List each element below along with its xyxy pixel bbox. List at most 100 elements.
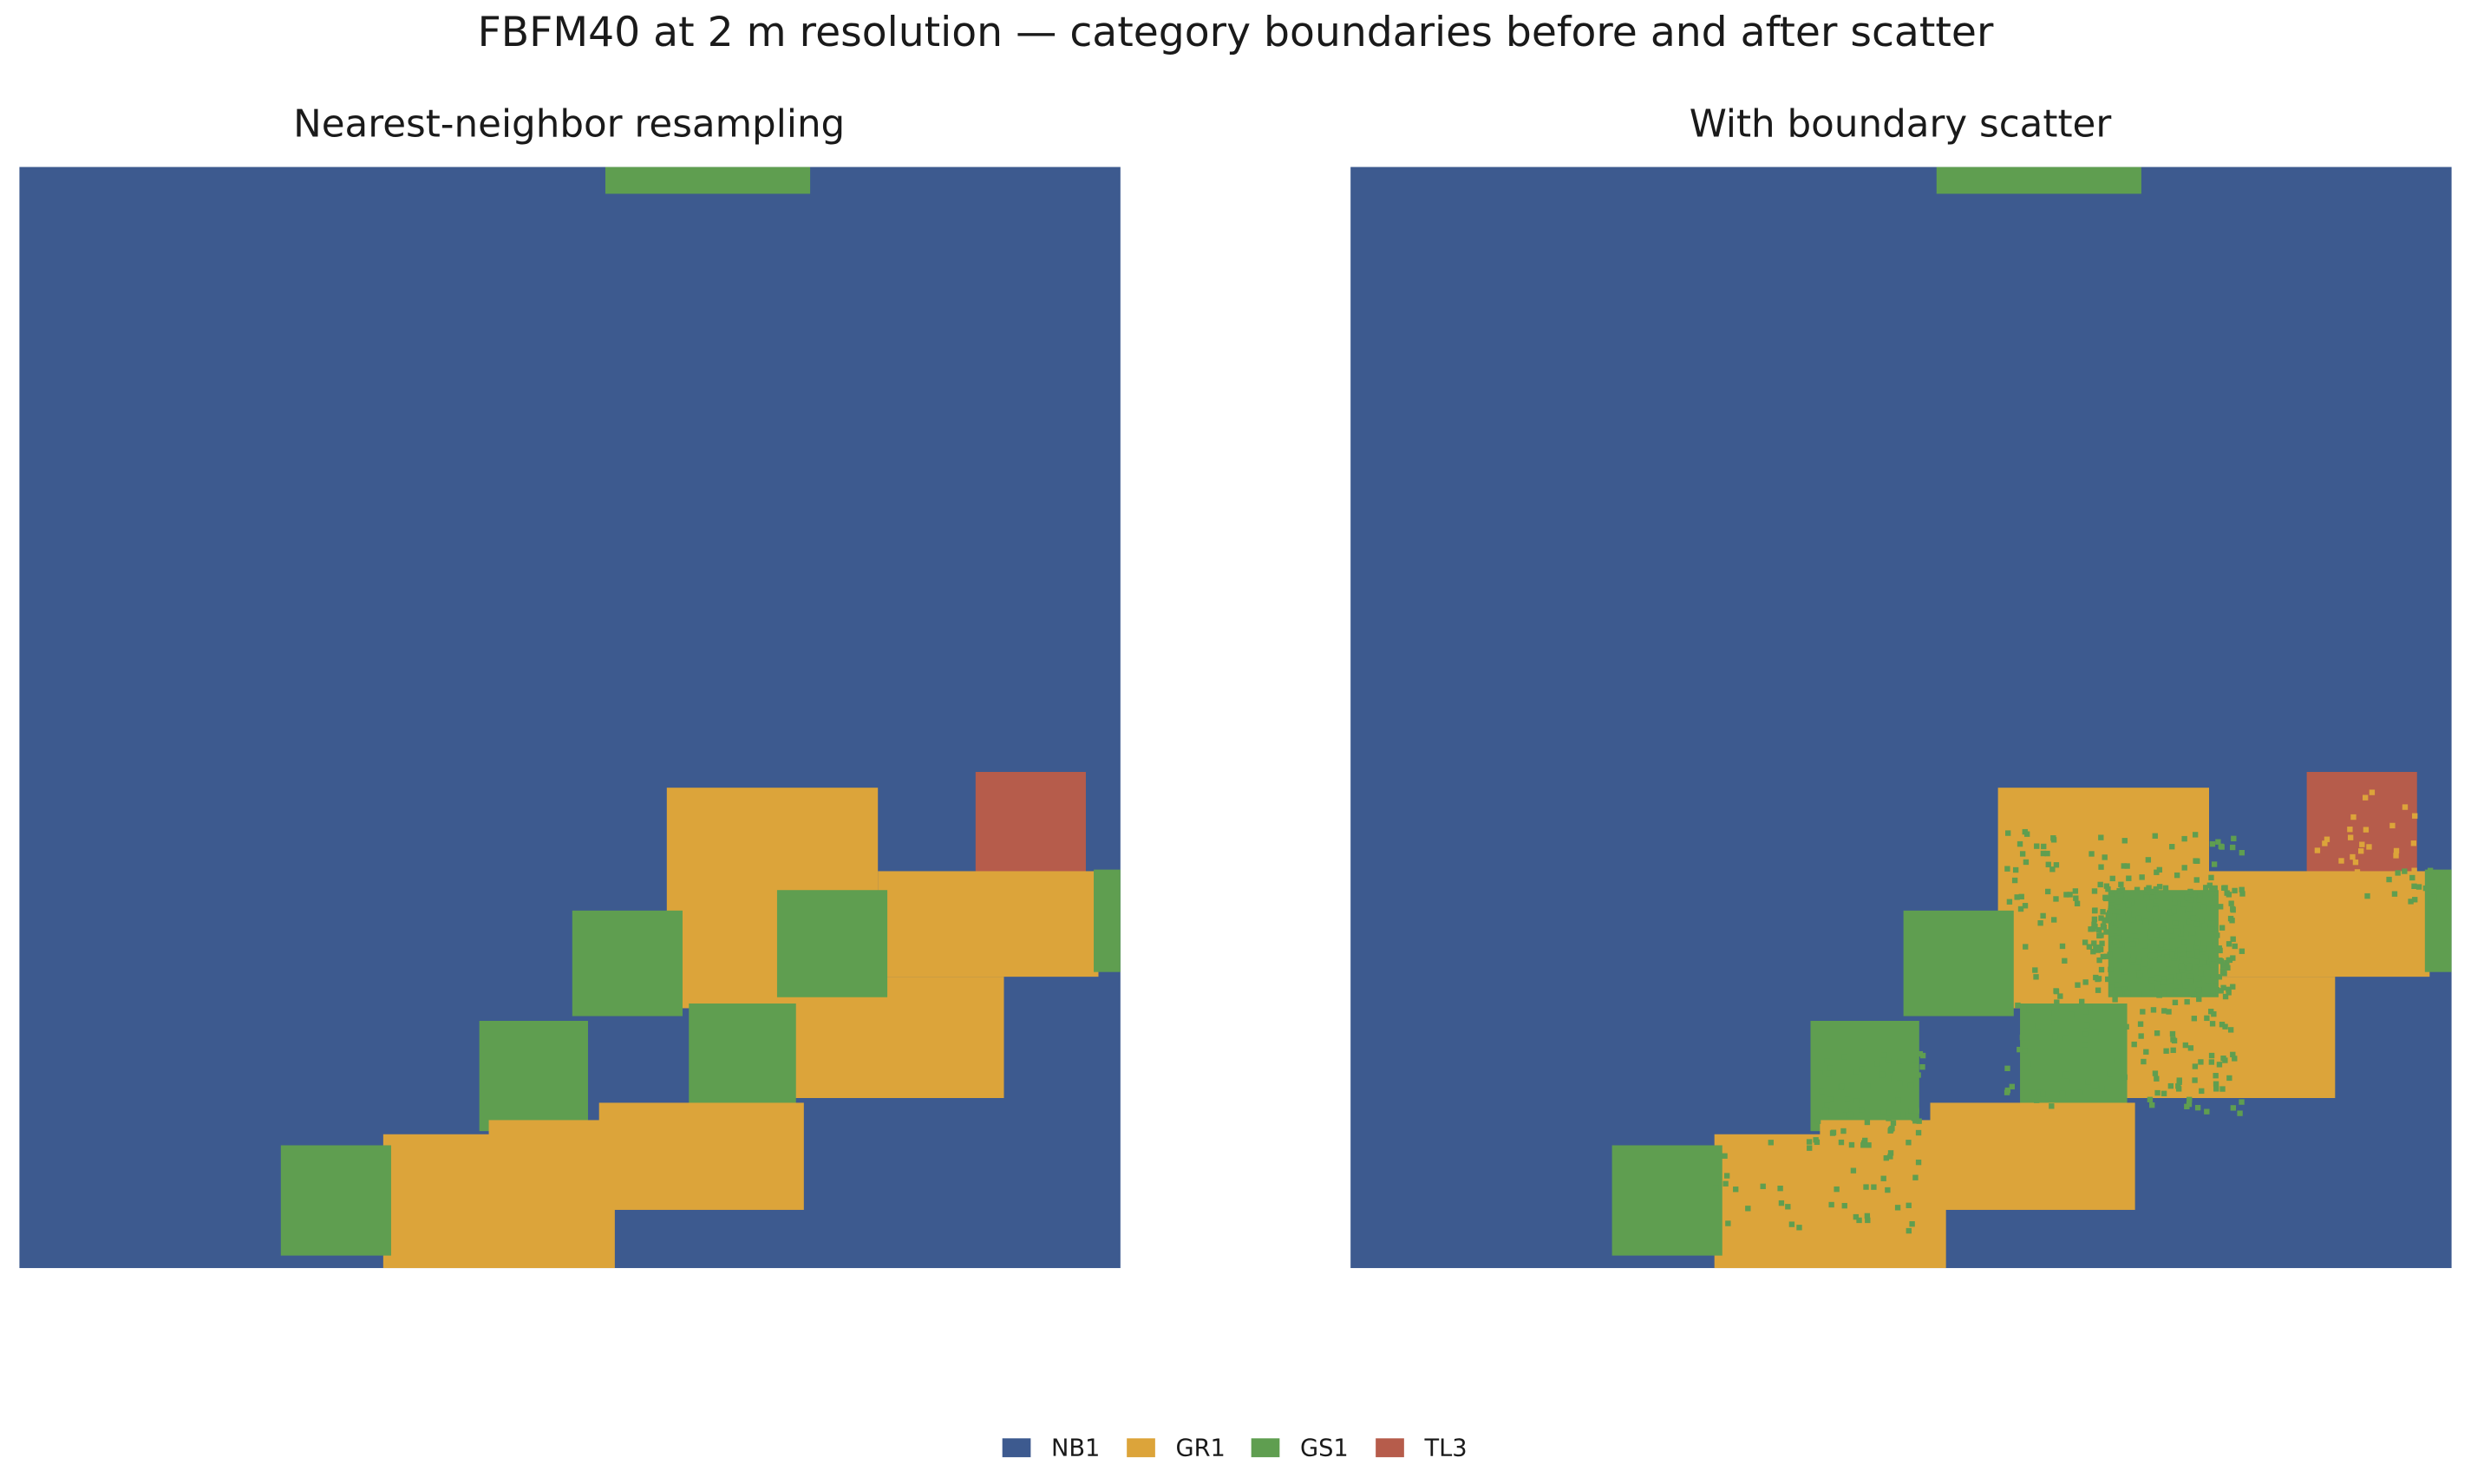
scatter-cell <box>1806 1139 1813 1145</box>
scatter-cell <box>2216 974 2223 980</box>
scatter-cell <box>2210 905 2217 912</box>
scatter-cell <box>2141 1058 2147 1065</box>
scatter-cell <box>2204 974 2211 980</box>
scatter-cell <box>1865 1217 1871 1224</box>
scatter-cell <box>2126 875 2132 881</box>
scatter-cell <box>1879 1071 1886 1078</box>
scatter-cell <box>2057 993 2063 999</box>
scatter-cell <box>2022 1048 2028 1054</box>
scatter-cell <box>2160 926 2167 932</box>
scatter-cell <box>1859 1107 1865 1113</box>
scatter-cell <box>2167 944 2174 950</box>
scatter-cell <box>2098 864 2104 870</box>
scatter-cell <box>2224 959 2230 966</box>
scatter-cell <box>2142 928 2149 934</box>
scatter-cell <box>2212 943 2218 949</box>
scatter-cell <box>2356 896 2362 903</box>
scatter-cell <box>2082 1042 2088 1048</box>
scatter-cell <box>2099 1086 2105 1092</box>
scatter-cell <box>2102 894 2108 901</box>
scatter-cell <box>2149 984 2155 991</box>
scatter-cell <box>1864 1119 1871 1126</box>
scatter-cell <box>2174 928 2180 935</box>
scatter-cell <box>2033 974 2039 980</box>
scatter-cell <box>2205 977 2212 984</box>
scatter-cell <box>2017 905 2024 912</box>
scatter-cell <box>2200 945 2206 951</box>
scatter-cell <box>2412 897 2418 903</box>
scatter-cell <box>2129 941 2136 947</box>
scatter-cell <box>2154 945 2160 951</box>
scatter-cell <box>2152 906 2159 913</box>
scatter-cell <box>2130 954 2137 960</box>
scatter-cell <box>2153 918 2159 924</box>
scatter-cell <box>2160 1090 2167 1096</box>
scatter-cell <box>2366 844 2372 850</box>
scatter-cell <box>2427 867 2434 873</box>
scatter-cell <box>2369 789 2376 795</box>
scatter-cell <box>2075 982 2081 988</box>
scatter-cell <box>2135 915 2142 922</box>
scatter-cell <box>1847 1111 1853 1118</box>
scatter-cell <box>1822 1107 1829 1113</box>
scatter-cell <box>2153 898 2159 904</box>
scatter-cell <box>2051 1020 2058 1026</box>
scatter-cell <box>2187 1045 2194 1051</box>
scatter-cell <box>1883 1154 1889 1161</box>
scatter-cell <box>2391 891 2398 897</box>
scatter-cell <box>2023 859 2030 866</box>
scatter-cell <box>2213 955 2219 962</box>
scatter-cell <box>2113 921 2120 928</box>
scatter-cell <box>2402 804 2409 810</box>
scatter-cell <box>2154 869 2160 875</box>
scatter-cell <box>1848 1141 1855 1148</box>
scatter-cell <box>2191 1016 2198 1022</box>
scatter-cell <box>2218 843 2224 850</box>
scatter-cell <box>2119 910 2125 917</box>
scatter-cell <box>2137 1021 2144 1027</box>
scatter-cell <box>2194 858 2200 864</box>
scatter-cell <box>2436 886 2443 893</box>
scatter-cell <box>1827 1096 1834 1102</box>
scatter-cell <box>2187 897 2194 903</box>
scatter-cell <box>2113 938 2119 945</box>
scatter-cell <box>2230 955 2236 961</box>
scatter-cell <box>2189 930 2196 936</box>
scatter-cell <box>1906 1202 1912 1208</box>
scatter-cell <box>2178 930 2184 937</box>
scatter-cell <box>2009 1083 2015 1090</box>
scatter-cell <box>2011 877 2018 884</box>
scatter-cell <box>2347 834 2354 840</box>
scatter-cell <box>1760 1183 1766 1190</box>
scatter-cell <box>1824 1058 1830 1064</box>
scatter-cell <box>2091 940 2097 946</box>
scatter-cell <box>1712 1185 1719 1191</box>
scatter-cell <box>2032 967 2038 973</box>
raster-panel <box>19 167 1121 1269</box>
scatter-cell <box>2188 990 2195 997</box>
scatter-cell <box>2208 1059 2215 1065</box>
scatter-cell <box>1853 1213 1859 1220</box>
scatter-cell <box>2117 942 2123 948</box>
scatter-cell <box>2129 899 2135 905</box>
scatter-cell <box>2226 957 2233 964</box>
scatter-cell <box>2167 1082 2174 1089</box>
scatter-cell <box>2112 928 2118 934</box>
scatter-cell <box>2103 953 2110 959</box>
scatter-cell <box>2154 1089 2160 1096</box>
scatter-cell <box>2102 854 2108 860</box>
scatter-cell <box>2093 974 2099 981</box>
scatter-cell <box>2158 941 2164 948</box>
scatter-cell <box>2206 882 2213 888</box>
scatter-cell <box>2203 885 2209 891</box>
scatter-cell <box>2124 863 2130 869</box>
scatter-cell <box>2193 944 2200 950</box>
scatter-cell <box>2147 934 2154 940</box>
scatter-cell <box>1817 1070 1823 1076</box>
raster-patch <box>1903 910 2014 1017</box>
scatter-cell <box>2226 986 2232 992</box>
raster-patch <box>1936 167 2141 194</box>
scatter-cell <box>2154 931 2160 938</box>
